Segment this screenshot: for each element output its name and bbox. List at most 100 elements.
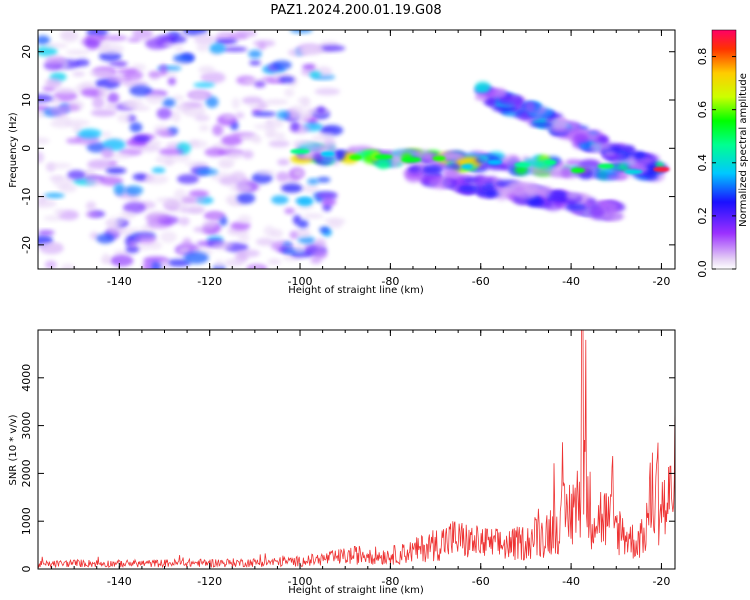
heatmap-cell <box>277 158 290 166</box>
heatmap-cell <box>440 153 466 160</box>
heatmap-cell <box>180 207 206 214</box>
heatmap-cell <box>297 97 310 104</box>
heatmap-cell <box>284 207 295 215</box>
heatmap-cell <box>58 183 77 193</box>
snr-x-axis-label: Height of straight line (km) <box>288 585 424 596</box>
heatmap-cell <box>85 211 100 218</box>
heatmap-cell <box>253 123 277 130</box>
x-tick-label: -100 <box>288 575 313 588</box>
heatmap-cell <box>164 201 182 208</box>
heatmap-cell <box>175 103 193 112</box>
heatmap-cell <box>278 76 295 84</box>
heatmap-cell <box>156 107 172 120</box>
y-tick-label: 3000 <box>20 412 33 440</box>
heatmap-peak <box>543 159 557 165</box>
heatmap-cell <box>147 240 162 250</box>
heatmap-cell <box>218 157 235 167</box>
heatmap-cell <box>38 46 58 57</box>
heatmap-cell <box>251 111 277 117</box>
heatmap-cell <box>154 129 175 137</box>
heatmap-cell <box>252 136 262 144</box>
x-tick-label: -80 <box>381 575 399 588</box>
heatmap-cell <box>67 170 86 180</box>
y-tick-label: 10 <box>20 93 33 107</box>
heatmap-cell <box>189 91 209 100</box>
heatmap-x-axis-label: Height of straight line (km) <box>288 285 424 296</box>
heatmap-cell <box>43 215 64 221</box>
heatmap-cell <box>38 35 51 45</box>
x-tick-label: -100 <box>288 275 313 288</box>
x-tick-label: -60 <box>472 575 490 588</box>
figure-title: PAZ1.2024.200.01.19.G08 <box>270 3 441 18</box>
heatmap-cell <box>172 94 185 102</box>
heatmap-cell <box>320 155 336 162</box>
heatmap-cell <box>86 141 107 153</box>
heatmap-cell <box>281 183 303 193</box>
heatmap-cell <box>160 231 177 243</box>
heatmap-cell <box>227 150 243 160</box>
heatmap-cell <box>46 162 72 169</box>
heatmap-cell <box>565 192 579 200</box>
heatmap-cell <box>97 86 109 98</box>
heatmap-cell <box>473 175 494 185</box>
heatmap-cell <box>72 123 82 134</box>
heatmap-cell <box>573 133 589 145</box>
heatmap-cell <box>193 82 215 88</box>
heatmap-cell <box>248 49 262 59</box>
heatmap-cell <box>415 149 434 160</box>
heatmap-cell <box>101 146 114 159</box>
heatmap-cell <box>222 46 248 52</box>
heatmap-cell <box>128 240 138 248</box>
heatmap-cell <box>527 198 547 208</box>
heatmap-cell <box>132 173 148 181</box>
heatmap-cell <box>201 219 218 229</box>
heatmap-cell <box>565 159 582 166</box>
heatmap-cell <box>273 116 284 129</box>
heatmap-cell <box>275 132 286 141</box>
heatmap-cell <box>151 167 166 174</box>
heatmap-cell <box>148 71 162 78</box>
y-tick-label: -20 <box>20 236 33 254</box>
heatmap-cell <box>627 155 636 167</box>
heatmap-cell <box>38 151 45 163</box>
heatmap-cell <box>509 180 527 190</box>
heatmap-cell <box>205 96 219 108</box>
heatmap-cell <box>171 111 181 123</box>
heatmap-cell <box>275 171 290 182</box>
heatmap-peak <box>349 154 363 160</box>
heatmap-cell <box>101 131 112 138</box>
heatmap-cell <box>272 60 292 70</box>
heatmap-cell <box>38 137 50 145</box>
heatmap-cell <box>544 199 563 211</box>
heatmap-cell <box>38 94 54 103</box>
heatmap-cell <box>292 139 316 147</box>
heatmap-cell <box>125 245 140 254</box>
heatmap-cell <box>235 112 245 119</box>
heatmap-cell <box>265 131 279 139</box>
y-tick-label: 1000 <box>20 507 33 535</box>
heatmap-cell <box>200 71 226 84</box>
heatmap-cell <box>178 216 190 226</box>
heatmap-cell <box>231 97 241 110</box>
colorbar-tick-label: 0.4 <box>696 154 709 172</box>
heatmap-cell <box>276 110 289 120</box>
y-tick-label: -10 <box>20 188 33 206</box>
heatmap-peak <box>570 167 586 173</box>
heatmap-cell <box>146 140 162 147</box>
heatmap-cell <box>219 176 241 186</box>
heatmap-cell <box>300 44 324 56</box>
heatmap-peak <box>597 163 615 169</box>
heatmap-cell <box>167 77 177 86</box>
heatmap-cell <box>149 261 162 269</box>
heatmap-cell <box>123 70 144 81</box>
heatmap-cell <box>209 42 226 54</box>
heatmap-cell <box>314 144 337 152</box>
heatmap-cell <box>108 61 128 67</box>
heatmap-cell <box>284 88 295 98</box>
heatmap-cell <box>254 81 266 88</box>
heatmap-cell <box>319 45 346 52</box>
heatmap-y-ticks: -20 -10 0 10 20 <box>20 45 675 254</box>
heatmap-cell <box>248 103 271 109</box>
heatmap-peak <box>432 155 446 161</box>
heatmap-cell <box>314 238 327 249</box>
